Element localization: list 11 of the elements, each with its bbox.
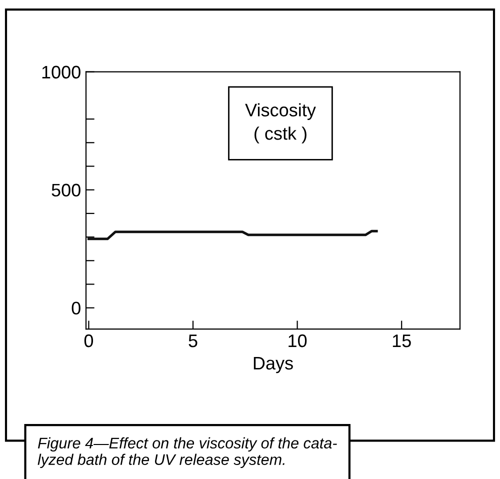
y-tick-label: 500 [52,184,80,197]
y-tick-label: 0 [72,302,80,315]
line-series [87,230,378,240]
x-tick-label: 0 [84,334,94,348]
x-tick-label: 5 [188,334,198,348]
annotation: Viscosity ( cstk ) [245,103,316,144]
y-tick-label: 1000 [42,66,80,79]
x-tick-label: 10 [288,334,307,348]
x-axis-title: Days [254,356,293,374]
caption: Figure 4—Effect on the viscosity of the cata- lyzed bath of the UV release system. [38,437,337,468]
x-tick-label: 15 [392,334,411,348]
